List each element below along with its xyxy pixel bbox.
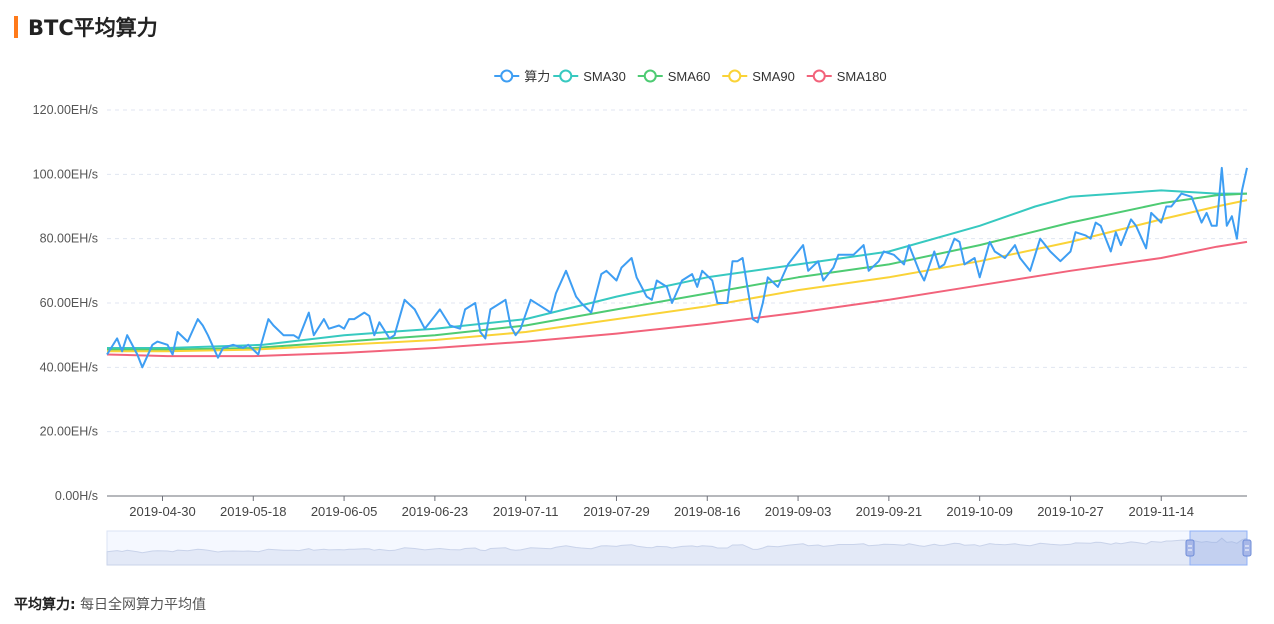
series-line-SMA90 bbox=[107, 199, 1248, 353]
title-block: BTC平均算力 bbox=[14, 14, 158, 40]
y-tick-label: 120.00EH/s bbox=[33, 103, 98, 117]
x-axis: 2019-04-30 2019-05-18 2019-06-05 2019-06-23… bbox=[129, 496, 1194, 519]
legend-label: SMA30 bbox=[583, 69, 626, 84]
legend-marker bbox=[728, 69, 742, 83]
series-line-SMA60 bbox=[107, 192, 1248, 351]
slider-selection[interactable] bbox=[1189, 530, 1248, 566]
x-tick-label: 2019-07-11 bbox=[493, 504, 559, 519]
x-tick-label: 2019-04-30 bbox=[129, 504, 196, 519]
zoom-slider[interactable] bbox=[106, 530, 1252, 566]
y-tick-label: 40.00EH/s bbox=[40, 360, 98, 374]
legend-marker bbox=[812, 69, 826, 83]
x-tick-label: 2019-05-18 bbox=[220, 504, 287, 519]
footnote-label: 平均算力: bbox=[14, 597, 76, 613]
legend-marker bbox=[500, 69, 514, 83]
x-tick-label: 2019-09-03 bbox=[765, 504, 832, 519]
x-tick-label: 2019-07-29 bbox=[583, 504, 650, 519]
series-line-SMA180 bbox=[106, 240, 1248, 358]
legend-item-SMA90[interactable]: SMA90 bbox=[722, 69, 795, 84]
hashrate-chart: 0.00H/s 20.00EH/s 40.00EH/s 60.00EH/s 80.00E… bbox=[33, 69, 1252, 566]
legend-label: SMA90 bbox=[752, 69, 795, 84]
x-tick-label: 2019-10-27 bbox=[1037, 504, 1104, 519]
legend[interactable]: 算力 SMA30 SMA60 SMA90 SMA180 bbox=[494, 69, 887, 84]
x-tick-label: 2019-08-16 bbox=[674, 504, 741, 519]
legend-item-SMA180[interactable]: SMA180 bbox=[806, 69, 887, 84]
y-tick-label: 100.00EH/s bbox=[33, 167, 98, 181]
title-accent-bar bbox=[14, 16, 18, 38]
slider-preview-area bbox=[106, 537, 1248, 566]
legend-item-SMA30[interactable]: SMA30 bbox=[553, 69, 626, 84]
legend-item-SMA60[interactable]: SMA60 bbox=[637, 69, 711, 84]
y-tick-label: 20.00EH/s bbox=[40, 425, 98, 439]
footnote: 平均算力: 每日全网算力平均值 bbox=[14, 594, 206, 614]
legend-label: 算力 bbox=[524, 69, 550, 84]
series-line-SMA30 bbox=[107, 189, 1247, 349]
slider-handle-left[interactable] bbox=[1185, 539, 1195, 557]
legend-item-算力[interactable]: 算力 bbox=[494, 69, 550, 84]
page-title: BTC平均算力 bbox=[28, 16, 158, 40]
grid-lines bbox=[107, 109, 1247, 497]
legend-marker bbox=[559, 69, 573, 83]
y-tick-label: 0.00H/s bbox=[55, 489, 98, 503]
x-tick-label: 2019-09-21 bbox=[856, 504, 923, 519]
y-axis: 0.00H/s 20.00EH/s 40.00EH/s 60.00EH/s 80.00E… bbox=[33, 103, 98, 503]
slider-handle-right[interactable] bbox=[1242, 539, 1252, 557]
x-tick-label: 2019-06-05 bbox=[311, 504, 378, 519]
legend-marker bbox=[643, 69, 657, 83]
legend-label: SMA180 bbox=[837, 69, 887, 84]
x-tick-label: 2019-06-23 bbox=[402, 504, 469, 519]
y-tick-label: 60.00EH/s bbox=[40, 296, 98, 310]
y-tick-label: 80.00EH/s bbox=[40, 232, 98, 246]
x-tick-label: 2019-10-09 bbox=[946, 504, 1013, 519]
footnote-text: 每日全网算力平均值 bbox=[80, 597, 207, 613]
legend-label: SMA60 bbox=[668, 69, 711, 84]
series-line-算力 bbox=[106, 166, 1248, 369]
x-tick-label: 2019-11-14 bbox=[1128, 504, 1194, 519]
series-lines bbox=[106, 166, 1248, 369]
